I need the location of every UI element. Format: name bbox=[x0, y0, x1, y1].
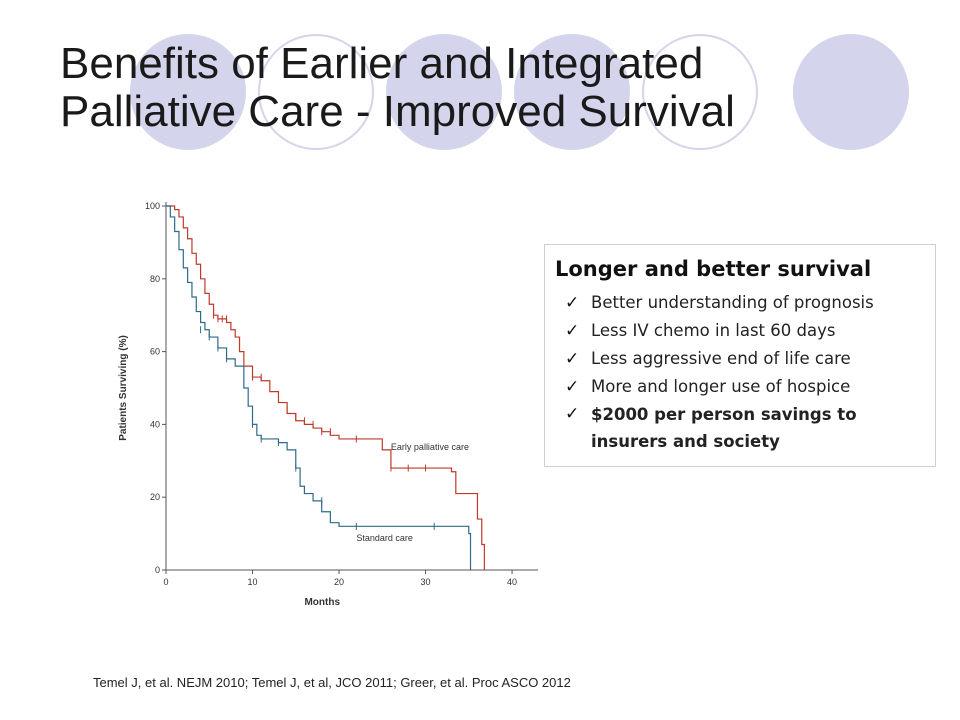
checkmark-icon: ✓ bbox=[565, 404, 580, 424]
summary-item: ✓ Better understanding of prognosis bbox=[555, 289, 925, 317]
summary-item-text: More and longer use of hospice bbox=[591, 377, 851, 396]
decor-circle-1 bbox=[130, 34, 246, 150]
slide-title: Benefits of Earlier and Integrated Palli… bbox=[60, 40, 920, 136]
series-label: Early palliative care bbox=[391, 442, 469, 452]
summary-item: ✓ Less aggressive end of life care bbox=[555, 345, 925, 373]
checkmark-icon: ✓ bbox=[565, 321, 580, 341]
summary-item-text: Less IV chemo in last 60 days bbox=[591, 321, 836, 340]
decor-circle-3 bbox=[386, 34, 502, 150]
summary-item: ✓ $2000 per person savings to insurers an… bbox=[555, 401, 925, 455]
decor-circle-2 bbox=[258, 34, 374, 150]
summary-item-text: Less aggressive end of life care bbox=[591, 349, 851, 368]
x-tick-label: 10 bbox=[248, 577, 258, 587]
summary-item: ✓ More and longer use of hospice bbox=[555, 373, 925, 401]
checkmark-icon: ✓ bbox=[565, 377, 580, 397]
checkmark-icon: ✓ bbox=[565, 349, 580, 369]
x-tick-label: 20 bbox=[334, 577, 344, 587]
checkmark-icon: ✓ bbox=[565, 293, 580, 313]
decor-circle-6 bbox=[793, 34, 909, 150]
y-tick-label: 40 bbox=[150, 419, 160, 429]
summary-item-text: $2000 per person savings to insurers and… bbox=[591, 405, 857, 451]
x-axis-label: Months bbox=[304, 597, 340, 608]
decor-circle-4 bbox=[514, 34, 630, 150]
title-line-1: Benefits of Earlier and Integrated bbox=[60, 39, 704, 88]
x-tick-label: 0 bbox=[163, 577, 168, 587]
source-citation: Temel J, et al. NEJM 2010; Temel J, et a… bbox=[93, 675, 571, 690]
summary-box: Longer and better survival ✓ Better under… bbox=[544, 244, 936, 467]
survival-chart: 0 20 40 60 80 100 0 10 20 30 40 Months Patients Surv… bbox=[118, 201, 538, 608]
y-tick-label: 0 bbox=[155, 565, 160, 575]
decor-circle-5 bbox=[642, 34, 758, 150]
series-label: Standard care bbox=[356, 533, 413, 543]
summary-heading: Longer and better survival bbox=[555, 257, 872, 281]
y-tick-label: 80 bbox=[150, 274, 160, 284]
summary-item-text: Better understanding of prognosis bbox=[591, 293, 874, 312]
y-tick-label: 100 bbox=[145, 201, 160, 211]
summary-item: ✓ Less IV chemo in last 60 days bbox=[555, 317, 925, 345]
y-axis-label: Patients Surviving (%) bbox=[118, 335, 129, 441]
y-tick-label: 60 bbox=[150, 347, 160, 357]
series-line-standard bbox=[166, 205, 472, 570]
series-line-early-palliative bbox=[166, 205, 485, 570]
summary-list: ✓ Better understanding of prognosis ✓ Less … bbox=[555, 289, 925, 455]
y-tick-label: 20 bbox=[150, 492, 160, 502]
x-tick-label: 30 bbox=[421, 577, 431, 587]
x-tick-label: 40 bbox=[507, 577, 517, 587]
title-line-2: Palliative Care - Improved Survival bbox=[60, 87, 735, 136]
